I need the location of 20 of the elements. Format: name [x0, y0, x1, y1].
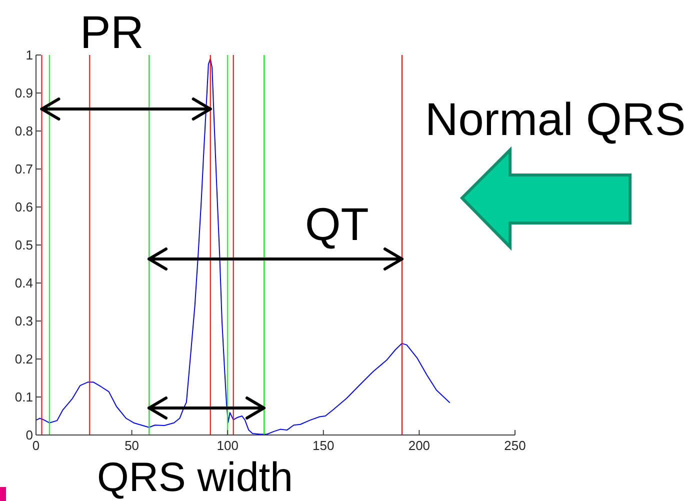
- y-tick-label: 0.1: [14, 390, 33, 405]
- x-tick-label: 100: [216, 438, 238, 454]
- y-tick-label: 0.7: [14, 162, 33, 177]
- annotation: QT: [305, 198, 369, 250]
- y-tick-label: 0.2: [14, 352, 33, 367]
- y-tick-label: 0: [26, 428, 33, 443]
- x-tick-label: 50: [124, 438, 140, 454]
- x-tick-label: 200: [408, 438, 430, 454]
- y-tick-label: 0.5: [14, 238, 33, 253]
- y-tick-label: 0.6: [14, 200, 33, 215]
- annotation: Normal QRS: [425, 93, 686, 145]
- y-tick-label: 0.3: [14, 314, 33, 329]
- y-tick-label: 0.8: [14, 124, 33, 139]
- text: QRS width: [97, 454, 293, 500]
- x-tick-label: 150: [312, 438, 334, 454]
- y-tick-label: 1: [26, 48, 33, 63]
- annotation: PR: [80, 6, 144, 58]
- x-tick-label: 250: [504, 438, 526, 454]
- y-tick-label: 0.4: [14, 276, 33, 291]
- y-tick-label: 0.9: [14, 86, 33, 101]
